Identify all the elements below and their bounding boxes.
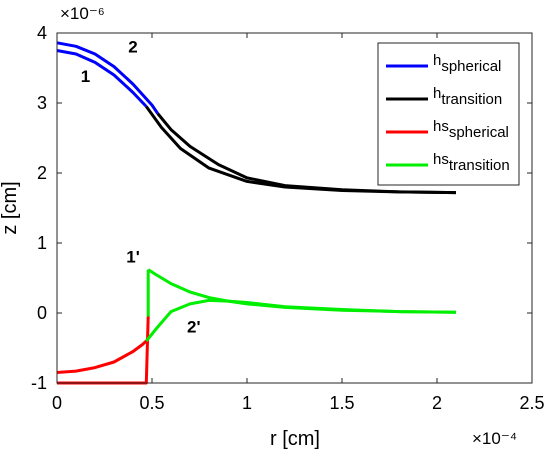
legend-label-base: h	[433, 85, 441, 102]
y-axis-label: z [cm]	[0, 181, 21, 234]
series-line-spherical-2	[56, 41, 159, 115]
plot-frame	[56, 32, 533, 384]
x-tick-label: 0.5	[139, 393, 164, 413]
x-tick-label: 1.5	[329, 393, 354, 413]
legend-label: htransition	[433, 85, 502, 108]
y-tick-label: 3	[37, 93, 47, 113]
curve-annotation: 1'	[126, 248, 140, 267]
series-line-spherical-1	[56, 49, 148, 108]
series-line-hs-spherical-1	[56, 339, 148, 374]
legend-label-base: hs	[433, 118, 449, 135]
legend-label: hsspherical	[433, 118, 509, 141]
legend-label-subscript: spherical	[441, 58, 501, 75]
legend-label-subscript: transition	[449, 157, 510, 174]
curve-annotation: 1	[81, 67, 90, 86]
x-tick-label: 1	[242, 393, 252, 413]
curve-annotation: 2	[128, 38, 137, 57]
legend-label-subscript: spherical	[449, 124, 509, 141]
annotation-layer: 1 2 1' 2'	[81, 38, 201, 337]
y-tick-label: 0	[37, 303, 47, 323]
legend-label-base: h	[433, 52, 441, 69]
series-line-transition-2	[156, 112, 457, 195]
legend-label: hspherical	[433, 52, 501, 75]
x-tick-label: 2	[432, 393, 442, 413]
y-tick-label: 4	[37, 23, 47, 43]
legend: hsphericalhtransitionhssphericalhstransi…	[377, 42, 520, 186]
y-tick-label: -1	[31, 373, 47, 393]
series-line-hs-transition-2	[145, 298, 457, 342]
x-exponent-label: ×10⁻⁴	[472, 429, 517, 448]
y-tick-label: 1	[37, 233, 47, 253]
x-tick-label: 2.5	[519, 393, 544, 413]
curve-annotation: 2'	[187, 318, 201, 337]
y-exponent-label: ×10⁻⁶	[60, 4, 105, 23]
legend-label-subscript: transition	[441, 91, 502, 108]
x-axis-label: r [cm]	[270, 428, 320, 450]
x-tick-label: 0	[52, 393, 62, 413]
y-tick-label: 2	[37, 163, 47, 183]
legend-label-base: hs	[433, 151, 449, 168]
series-layer	[56, 41, 457, 385]
legend-label: hstransition	[433, 151, 510, 174]
